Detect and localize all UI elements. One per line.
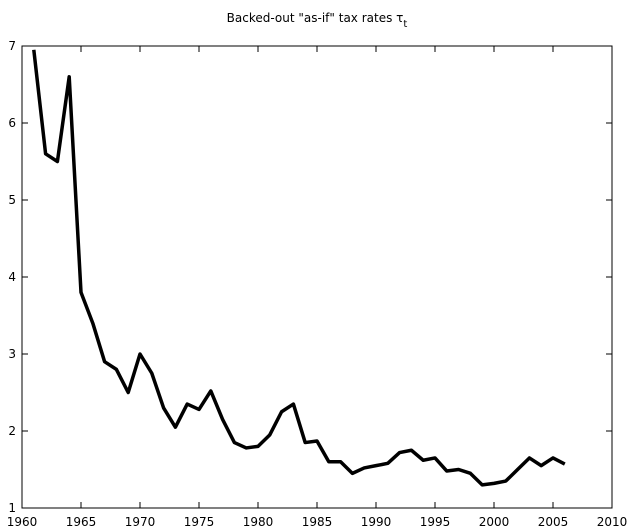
y-tick-label: 2 (8, 424, 16, 438)
x-tick-label: 1975 (184, 515, 215, 529)
x-tick-label: 1980 (243, 515, 274, 529)
data-line (32, 49, 566, 487)
y-tick-label: 1 (8, 501, 16, 515)
y-tick-label: 4 (8, 270, 16, 284)
x-tick-label: 1970 (125, 515, 156, 529)
y-tick-label: 6 (8, 116, 16, 130)
y-tick-label: 5 (8, 193, 16, 207)
x-tick-label: 2005 (538, 515, 569, 529)
x-tick-label: 1995 (420, 515, 451, 529)
x-tick-label: 1990 (361, 515, 392, 529)
y-tick-label: 3 (8, 347, 16, 361)
x-tick-label: 2010 (597, 515, 628, 529)
title-subscript: t (403, 19, 407, 30)
y-tick-label: 7 (8, 39, 16, 53)
x-tick-label: 1985 (302, 515, 333, 529)
x-tick-label: 1965 (66, 515, 97, 529)
title-text: Backed-out "as-if" tax rates τ (227, 11, 404, 25)
x-tick-label: 2000 (479, 515, 510, 529)
chart-title: Backed-out "as-if" tax rates τt (227, 11, 408, 30)
x-tick-label: 1960 (7, 515, 38, 529)
